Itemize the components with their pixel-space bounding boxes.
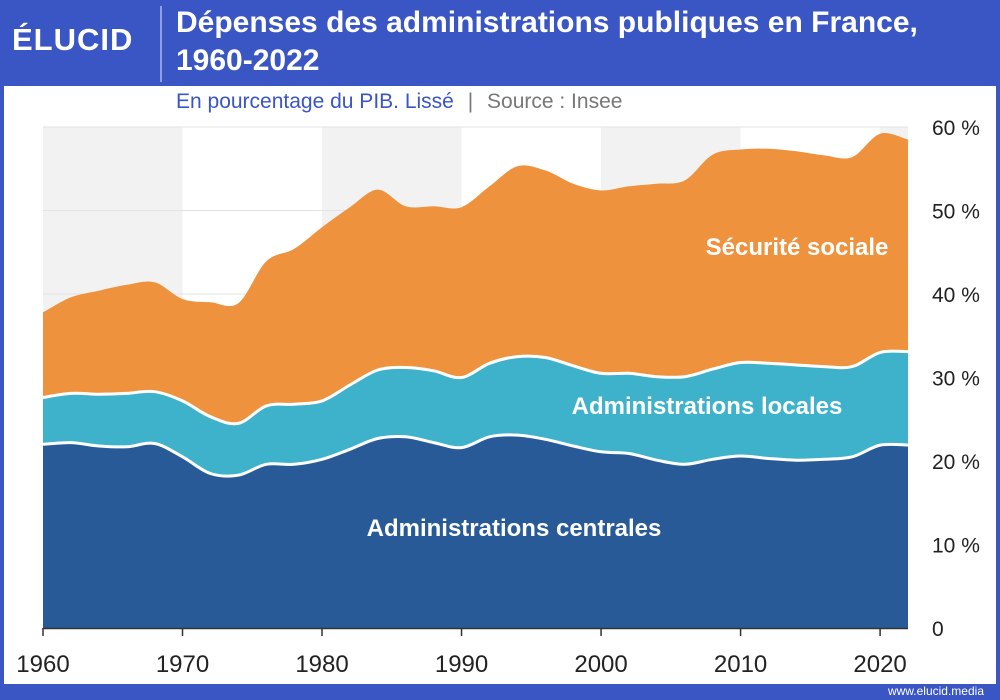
subtitle-text: En pourcentage du PIB. Lissé — [176, 90, 454, 113]
y-tick-label: 0 — [932, 618, 944, 641]
label-administrations-centrales: Administrations centrales — [367, 515, 662, 542]
x-tick-label: 1990 — [435, 651, 488, 678]
y-tick-label: 30 % — [932, 368, 980, 391]
elucid-logo: ÉLUCID — [12, 22, 152, 66]
x-tick-label: 2000 — [574, 651, 627, 678]
logo-text: ÉLUCID — [12, 22, 134, 57]
x-axis-ticks: 1960 1970 1980 1990 2000 2010 2020 — [16, 628, 907, 678]
label-administrations-locales: Administrations locales — [572, 393, 843, 420]
header-divider — [160, 6, 162, 82]
y-tick-label: 40 % — [932, 284, 980, 307]
x-tick-label: 2010 — [714, 651, 767, 678]
source-text: Source : Insee — [487, 90, 623, 113]
header: ÉLUCID Dépenses des administrations publ… — [0, 0, 1000, 86]
x-tick-label: 1960 — [16, 651, 69, 678]
y-tick-label: 10 % — [932, 535, 980, 558]
title-line-1: Dépenses des administrations publiques e… — [176, 6, 918, 39]
x-tick-label: 2020 — [853, 651, 906, 678]
series-areas — [42, 133, 909, 630]
y-tick-label: 60 % — [932, 117, 980, 140]
chart-subtitle: En pourcentage du PIB. Lissé | Source : … — [176, 90, 622, 114]
x-tick-label: 1980 — [295, 651, 348, 678]
series-boundary-line — [42, 349, 909, 426]
footer-url[interactable]: www.elucid.media — [887, 684, 984, 698]
title-line-2: 1960-2022 — [176, 44, 320, 77]
area-administrations-centrales — [43, 434, 908, 628]
y-tick-label: 50 % — [932, 201, 980, 224]
series-labels: Administrations centrales Administrations… — [367, 234, 889, 542]
x-tick-label: 1970 — [156, 651, 209, 678]
label-securite-sociale: Sécurité sociale — [706, 234, 889, 261]
y-axis-ticks: 0 10 % 20 % 30 % 40 % 50 % 60 % — [932, 117, 980, 641]
series-boundary-line — [42, 433, 909, 478]
y-tick-label: 20 % — [932, 451, 980, 474]
chart-title: Dépenses des administrations publiques e… — [176, 4, 996, 80]
subtitle-separator: | — [467, 90, 474, 113]
